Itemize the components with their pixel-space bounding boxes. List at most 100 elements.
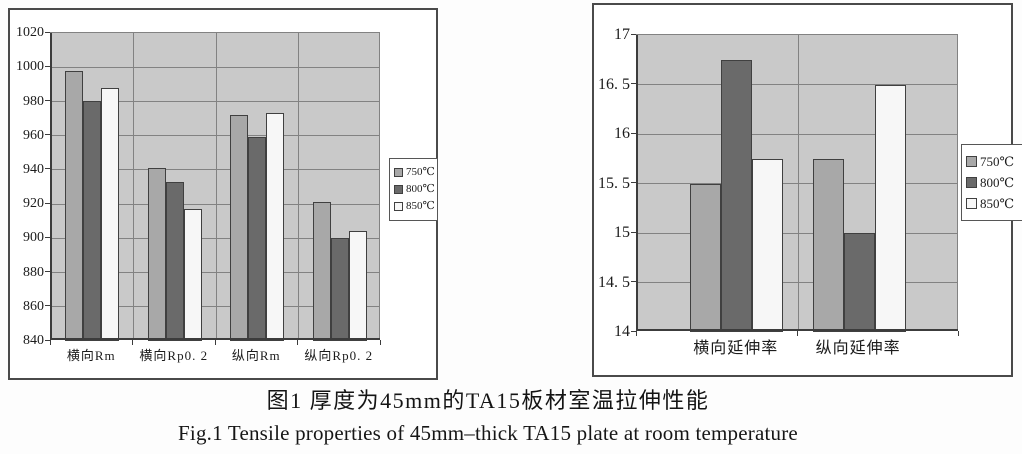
- y-axis-label: 15. 5: [598, 174, 630, 192]
- x-axis-line: [50, 338, 380, 340]
- bar-s1-c3: [330, 238, 349, 341]
- y-axis-label: 860: [23, 298, 44, 314]
- legend-label: 800℃: [980, 175, 1015, 190]
- bar-s0-c0: [65, 70, 84, 341]
- x-axis-tick: [957, 331, 959, 336]
- legend-swatch-s0: [394, 168, 403, 177]
- y-axis-tick: [45, 31, 50, 33]
- y-axis-tick: [45, 168, 50, 170]
- category-label: 横向Rm: [66, 348, 116, 363]
- left-chart-panel: 1020 1000 980 960 940 920 900 880 860 840 横向Rm 横向Rp…: [8, 8, 438, 380]
- legend-item: 850℃: [394, 198, 435, 215]
- y-axis-label: 900: [23, 230, 44, 246]
- y-axis-tick: [631, 231, 636, 233]
- category-label: 纵向Rp0. 2: [304, 348, 374, 363]
- gridline: [637, 282, 957, 283]
- y-axis-tick: [45, 236, 50, 238]
- legend-item: 750℃: [394, 164, 435, 181]
- gridline: [637, 84, 957, 85]
- gridline: [51, 169, 379, 171]
- x-axis-tick: [132, 340, 133, 345]
- x-axis-tick: [214, 340, 216, 345]
- category-label: 横向延伸率: [693, 340, 779, 357]
- x-axis-line: [636, 329, 958, 331]
- bar-s0-c1: [812, 158, 844, 332]
- gridline: [637, 232, 957, 234]
- gridline: [637, 133, 957, 135]
- gridline: [51, 272, 379, 274]
- gridline: [51, 306, 379, 308]
- bar-s2-c0: [752, 158, 784, 332]
- y-axis-label: 920: [23, 196, 44, 212]
- y-axis-label: 940: [23, 162, 44, 177]
- right-chart-panel: 17 16. 5 16 15. 5 15 14. 5 14 横向延伸率 纵向延伸率 750℃ 800…: [592, 3, 1022, 377]
- bar-s1-c1: [165, 181, 184, 341]
- x-axis-tick: [379, 340, 381, 345]
- y-axis-tick: [631, 182, 636, 183]
- plot-area: [50, 32, 380, 341]
- y-axis-label: 16. 5: [598, 75, 630, 93]
- legend-box: 750℃ 800℃ 850℃: [961, 144, 1022, 221]
- y-axis-label: 14: [614, 323, 630, 341]
- bar-s0-c1: [147, 168, 166, 341]
- y-axis-label: 1000: [16, 59, 44, 75]
- y-axis-tick: [631, 33, 636, 35]
- caption-chinese: 图1 厚度为45mm的TA15板材室温拉伸性能: [266, 388, 710, 413]
- y-axis-tick: [45, 271, 50, 273]
- y-axis-tick: [45, 339, 50, 341]
- bar-s2-c1: [874, 84, 906, 332]
- y-axis-tick: [631, 83, 636, 84]
- y-axis-tick: [45, 65, 50, 67]
- legend-label: 850℃: [406, 200, 435, 212]
- gridline: [51, 237, 379, 239]
- y-axis-tick: [631, 281, 636, 282]
- plot-area: [636, 34, 958, 332]
- y-axis-tick: [45, 99, 50, 101]
- bar-s0-c3: [312, 202, 331, 341]
- y-axis-label: 16: [614, 125, 630, 143]
- legend-item: 800℃: [966, 172, 1018, 193]
- y-axis-label: 17: [614, 26, 630, 44]
- y-axis-line: [636, 35, 638, 330]
- y-axis-label: 14. 5: [598, 273, 630, 291]
- bar-s0-c0: [690, 183, 722, 332]
- bar-s2-c3: [348, 231, 367, 341]
- legend-label: 850℃: [980, 196, 1015, 211]
- y-axis-line: [50, 33, 52, 339]
- legend-item: 800℃: [394, 181, 435, 198]
- bar-s1-c0: [83, 101, 102, 341]
- category-separator: [215, 33, 217, 339]
- figure-caption: 图1 厚度为45mm的TA15板材室温拉伸性能 Fig.1 Tensile pr…: [68, 383, 908, 446]
- y-axis-tick: [45, 134, 50, 136]
- y-axis-label: 960: [23, 127, 44, 143]
- legend-label: 750℃: [980, 154, 1015, 169]
- y-axis-tick: [631, 330, 636, 332]
- legend-swatch-s2: [394, 202, 403, 211]
- legend-swatch-s1: [394, 185, 403, 194]
- category-label: 纵向Rm: [231, 348, 281, 363]
- category-separator: [298, 33, 299, 339]
- bar-s1-c0: [721, 59, 753, 332]
- y-axis-tick: [45, 202, 50, 204]
- bar-s2-c0: [101, 87, 120, 341]
- caption-english: Fig.1 Tensile properties of 45mm–thick T…: [178, 421, 798, 445]
- bar-s2-c1: [183, 209, 202, 341]
- category-separator: [133, 33, 134, 339]
- bar-s1-c2: [248, 137, 267, 341]
- legend-item: 850℃: [966, 193, 1018, 214]
- legend-swatch-s2: [966, 198, 977, 209]
- legend-label: 750℃: [406, 166, 435, 178]
- gridline: [51, 203, 379, 205]
- y-axis-tick: [45, 305, 50, 307]
- legend-box: 750℃ 800℃ 850℃: [389, 158, 438, 221]
- gridline: [51, 100, 379, 102]
- bar-s1-c1: [843, 233, 875, 332]
- gridline: [637, 183, 957, 184]
- gridline: [51, 135, 379, 137]
- gridline: [51, 66, 379, 68]
- legend-swatch-s1: [966, 177, 977, 188]
- y-axis-label: 980: [23, 93, 44, 109]
- x-axis-tick: [49, 340, 51, 345]
- bar-s0-c2: [230, 115, 249, 341]
